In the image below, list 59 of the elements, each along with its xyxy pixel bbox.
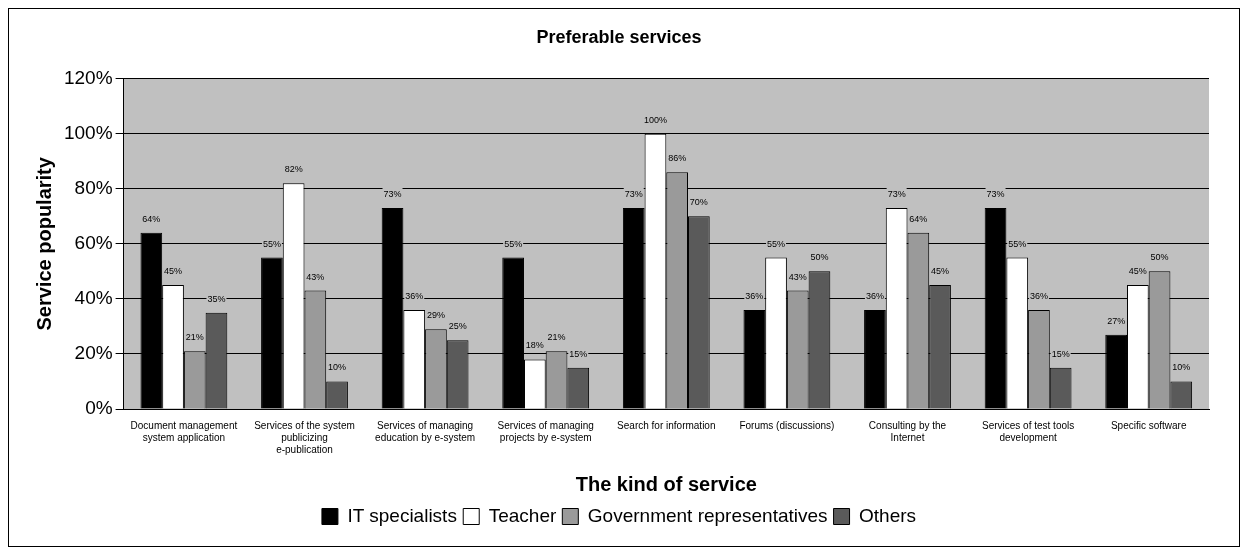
data-label: 73% (624, 188, 643, 199)
data-label: 64% (142, 213, 161, 224)
data-label: 43% (306, 271, 325, 282)
x-tick-label: Services of managing education by e-system (375, 419, 476, 443)
data-label: 70% (689, 197, 708, 208)
data-label: 36% (1029, 290, 1048, 301)
x-tick-label: Document management system application (130, 419, 238, 443)
data-label: 82% (284, 164, 303, 175)
legend-label: Others (859, 504, 917, 526)
y-tick-label: 40% (74, 287, 113, 309)
data-label: 45% (164, 266, 183, 277)
data-label: 15% (569, 348, 588, 359)
data-label: 45% (931, 266, 950, 277)
data-label: 55% (504, 238, 523, 249)
y-axis-title: Service popularity (32, 156, 55, 331)
x-tick-label: Consulting by the Internet (868, 419, 947, 443)
y-tick-label: 100% (63, 121, 113, 143)
data-label: 10% (1172, 362, 1191, 373)
y-tick-label: 80% (74, 176, 113, 198)
x-tick-label: Services of managing projects by e-system (497, 419, 594, 443)
data-label: 100% (643, 114, 667, 125)
y-tick-label: 20% (74, 342, 113, 364)
data-label: 25% (448, 321, 467, 332)
data-label: 43% (788, 271, 807, 282)
data-label: 36% (405, 290, 424, 301)
data-label: 21% (547, 332, 566, 343)
y-tick-label: 60% (74, 232, 113, 254)
legend-label: Teacher (488, 504, 557, 526)
data-label: 86% (668, 153, 687, 164)
y-tick-label: 120% (63, 66, 113, 88)
y-tick-label: 0% (85, 397, 113, 419)
data-label: 55% (1008, 238, 1027, 249)
x-tick-label: Search for information (617, 419, 716, 431)
x-tick-label: Services of the system publicizing e-publication (254, 419, 355, 455)
x-tick-label: Services of test tools development (981, 419, 1075, 443)
data-label: 21% (185, 332, 204, 343)
data-label: 73% (383, 188, 402, 199)
data-label: 27% (1107, 315, 1126, 326)
data-label: 64% (909, 213, 928, 224)
data-label: 45% (1128, 266, 1147, 277)
data-label: 36% (865, 290, 884, 301)
legend-label: Government representatives (587, 504, 828, 526)
data-label: 55% (767, 238, 786, 249)
data-label: 15% (1051, 348, 1070, 359)
data-label: 50% (810, 252, 829, 263)
data-label: 55% (262, 238, 281, 249)
x-tick-label: Specific software (1110, 419, 1187, 431)
legend-label: IT specialists (347, 504, 457, 526)
data-label: 73% (887, 188, 906, 199)
x-tick-label: Forums (discussions) (739, 419, 835, 431)
data-label: 36% (745, 290, 764, 301)
data-label: 18% (525, 340, 544, 351)
data-label: 50% (1150, 252, 1169, 263)
data-label: 29% (426, 310, 445, 321)
chart-title: Preferable services (536, 26, 702, 47)
x-axis-title: The kind of service (575, 472, 757, 495)
data-label: 73% (986, 188, 1005, 199)
data-label: 35% (207, 293, 226, 304)
data-label: 10% (328, 362, 347, 373)
